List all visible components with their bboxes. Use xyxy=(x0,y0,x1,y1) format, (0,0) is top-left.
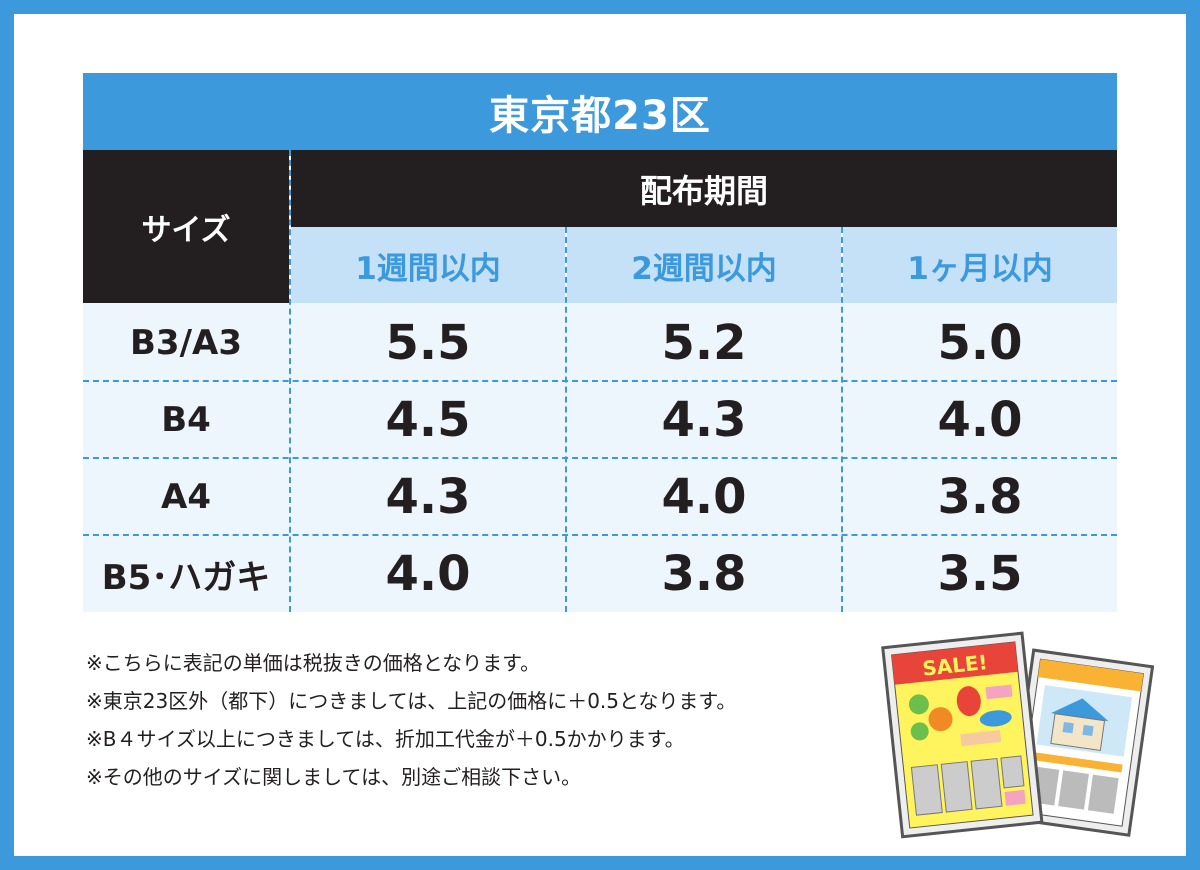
table-cell: 3.8 xyxy=(937,469,1023,525)
notes: ※こちらに表記の単価は税抜きの価格となります。 ※東京23区外（都下）につきまし… xyxy=(86,644,876,796)
row-size-label: A4 xyxy=(161,477,211,517)
row-size-label: B3/A3 xyxy=(130,323,242,363)
period-header: 配布期間 xyxy=(291,150,1117,227)
table-cell: 5.2 xyxy=(661,315,747,371)
column-header-2weeks: 2週間以内 xyxy=(567,227,841,303)
row-size-label: B5･ハガキ xyxy=(101,557,271,598)
table-cell: 4.0 xyxy=(661,469,747,525)
grid-divider xyxy=(841,227,843,612)
size-header: サイズ xyxy=(83,150,289,303)
note-line: ※B４サイズ以上につきましては、折加工代金が＋0.5かかります。 xyxy=(86,727,685,751)
column-header-1week: 1週間以内 xyxy=(291,227,565,303)
table-cell: 4.3 xyxy=(385,469,471,525)
column-header-1month: 1ヶ月以内 xyxy=(843,227,1117,303)
grid-divider xyxy=(565,227,567,612)
table-cell: 3.8 xyxy=(661,546,747,602)
table-title: 東京都23区 xyxy=(83,73,1117,150)
table-cell: 5.0 xyxy=(937,315,1023,371)
row-size-label: B4 xyxy=(161,400,211,440)
grid-divider xyxy=(83,534,1117,536)
note-line: ※こちらに表記の単価は税抜きの価格となります。 xyxy=(86,651,541,675)
table-cell: 4.3 xyxy=(661,392,747,448)
grid-divider xyxy=(83,457,1117,459)
table-cell: 4.5 xyxy=(385,392,471,448)
note-line: ※その他のサイズに関しましては、別途ご相談下さい。 xyxy=(86,765,582,789)
table-cell: 4.0 xyxy=(937,392,1023,448)
table-cell: 4.0 xyxy=(385,546,471,602)
flyers-illustration: SALE! xyxy=(881,631,1155,839)
table-cell: 3.5 xyxy=(937,546,1023,602)
grid-divider xyxy=(83,380,1117,382)
note-line: ※東京23区外（都下）につきましては、上記の価格に＋0.5となります。 xyxy=(86,689,737,713)
table-cell: 5.5 xyxy=(385,315,471,371)
